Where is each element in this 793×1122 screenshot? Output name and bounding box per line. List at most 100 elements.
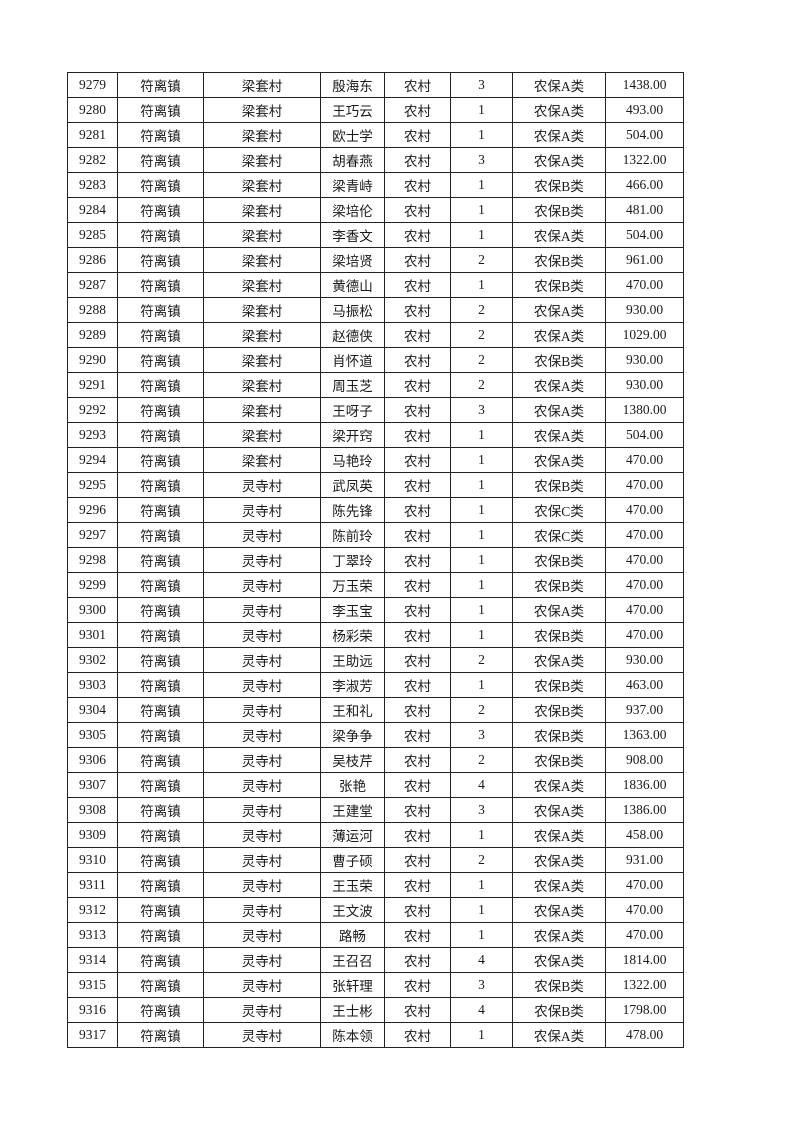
- cell-id: 9313: [67, 922, 118, 948]
- cell-village: 灵寺村: [203, 622, 321, 648]
- cell-household-size: 1: [450, 222, 513, 248]
- cell-category: 农保B类: [512, 347, 606, 373]
- cell-category: 农保B类: [512, 747, 606, 773]
- cell-category: 农保A类: [512, 597, 606, 623]
- cell-amount: 466.00: [605, 172, 684, 198]
- cell-amount: 1386.00: [605, 797, 684, 823]
- cell-village: 梁套村: [203, 122, 321, 148]
- cell-name: 王召召: [320, 947, 385, 973]
- cell-village: 梁套村: [203, 447, 321, 473]
- cell-type: 农村: [384, 722, 451, 748]
- cell-amount: 1322.00: [605, 972, 684, 998]
- cell-category: 农保A类: [512, 222, 606, 248]
- cell-name: 王玉荣: [320, 872, 385, 898]
- cell-type: 农村: [384, 347, 451, 373]
- cell-village: 灵寺村: [203, 1022, 321, 1048]
- cell-village: 灵寺村: [203, 547, 321, 573]
- cell-category: 农保A类: [512, 72, 606, 98]
- cell-category: 农保A类: [512, 322, 606, 348]
- cell-type: 农村: [384, 697, 451, 723]
- cell-name: 马艳玲: [320, 447, 385, 473]
- cell-amount: 1798.00: [605, 997, 684, 1023]
- table-row: 9286 符离镇 梁套村 梁培贤 农村 2 农保B类 961.00: [67, 247, 684, 273]
- cell-name: 欧士学: [320, 122, 385, 148]
- cell-type: 农村: [384, 522, 451, 548]
- cell-id: 9290: [67, 347, 118, 373]
- cell-town: 符离镇: [117, 297, 204, 323]
- table-row: 9304 符离镇 灵寺村 王和礼 农村 2 农保B类 937.00: [67, 697, 684, 723]
- cell-name: 李香文: [320, 222, 385, 248]
- cell-amount: 931.00: [605, 847, 684, 873]
- cell-household-size: 4: [450, 997, 513, 1023]
- cell-type: 农村: [384, 572, 451, 598]
- cell-village: 灵寺村: [203, 672, 321, 698]
- cell-household-size: 1: [450, 547, 513, 573]
- cell-town: 符离镇: [117, 247, 204, 273]
- cell-name: 梁开窍: [320, 422, 385, 448]
- cell-type: 农村: [384, 447, 451, 473]
- cell-id: 9316: [67, 997, 118, 1023]
- cell-category: 农保B类: [512, 247, 606, 273]
- cell-household-size: 2: [450, 697, 513, 723]
- cell-village: 灵寺村: [203, 922, 321, 948]
- cell-id: 9302: [67, 647, 118, 673]
- cell-village: 梁套村: [203, 247, 321, 273]
- table-row: 9315 符离镇 灵寺村 张轩理 农村 3 农保B类 1322.00: [67, 972, 684, 998]
- cell-id: 9304: [67, 697, 118, 723]
- cell-category: 农保A类: [512, 147, 606, 173]
- cell-amount: 470.00: [605, 872, 684, 898]
- cell-town: 符离镇: [117, 447, 204, 473]
- cell-name: 梁培伦: [320, 197, 385, 223]
- cell-amount: 470.00: [605, 547, 684, 573]
- cell-household-size: 3: [450, 797, 513, 823]
- cell-household-size: 1: [450, 122, 513, 148]
- cell-category: 农保B类: [512, 547, 606, 573]
- cell-town: 符离镇: [117, 472, 204, 498]
- cell-village: 灵寺村: [203, 597, 321, 623]
- cell-name: 张艳: [320, 772, 385, 798]
- cell-type: 农村: [384, 997, 451, 1023]
- cell-name: 殷海东: [320, 72, 385, 98]
- cell-household-size: 1: [450, 922, 513, 948]
- cell-name: 路畅: [320, 922, 385, 948]
- cell-type: 农村: [384, 222, 451, 248]
- cell-household-size: 1: [450, 872, 513, 898]
- cell-category: 农保A类: [512, 922, 606, 948]
- cell-village: 灵寺村: [203, 947, 321, 973]
- cell-type: 农村: [384, 972, 451, 998]
- cell-town: 符离镇: [117, 572, 204, 598]
- cell-type: 农村: [384, 372, 451, 398]
- cell-id: 9307: [67, 772, 118, 798]
- cell-village: 灵寺村: [203, 847, 321, 873]
- cell-amount: 470.00: [605, 497, 684, 523]
- table-row: 9293 符离镇 梁套村 梁开窍 农村 1 农保A类 504.00: [67, 422, 684, 448]
- cell-type: 农村: [384, 922, 451, 948]
- cell-town: 符离镇: [117, 772, 204, 798]
- cell-id: 9283: [67, 172, 118, 198]
- cell-id: 9310: [67, 847, 118, 873]
- cell-amount: 463.00: [605, 672, 684, 698]
- cell-village: 灵寺村: [203, 872, 321, 898]
- table-row: 9284 符离镇 梁套村 梁培伦 农村 1 农保B类 481.00: [67, 197, 684, 223]
- cell-id: 9299: [67, 572, 118, 598]
- cell-category: 农保A类: [512, 647, 606, 673]
- table-row: 9287 符离镇 梁套村 黄德山 农村 1 农保B类 470.00: [67, 272, 684, 298]
- cell-household-size: 1: [450, 447, 513, 473]
- cell-town: 符离镇: [117, 847, 204, 873]
- table-row: 9295 符离镇 灵寺村 武凤英 农村 1 农保B类 470.00: [67, 472, 684, 498]
- cell-type: 农村: [384, 1022, 451, 1048]
- cell-household-size: 2: [450, 322, 513, 348]
- cell-name: 周玉芝: [320, 372, 385, 398]
- cell-id: 9306: [67, 747, 118, 773]
- cell-town: 符离镇: [117, 922, 204, 948]
- cell-amount: 470.00: [605, 572, 684, 598]
- cell-id: 9289: [67, 322, 118, 348]
- cell-category: 农保B类: [512, 272, 606, 298]
- cell-name: 胡春燕: [320, 147, 385, 173]
- table-row: 9302 符离镇 灵寺村 王助远 农村 2 农保A类 930.00: [67, 647, 684, 673]
- cell-name: 王助远: [320, 647, 385, 673]
- cell-amount: 930.00: [605, 372, 684, 398]
- table-row: 9316 符离镇 灵寺村 王士彬 农村 4 农保B类 1798.00: [67, 997, 684, 1023]
- table-row: 9317 符离镇 灵寺村 陈本领 农村 1 农保A类 478.00: [67, 1022, 684, 1048]
- cell-amount: 1836.00: [605, 772, 684, 798]
